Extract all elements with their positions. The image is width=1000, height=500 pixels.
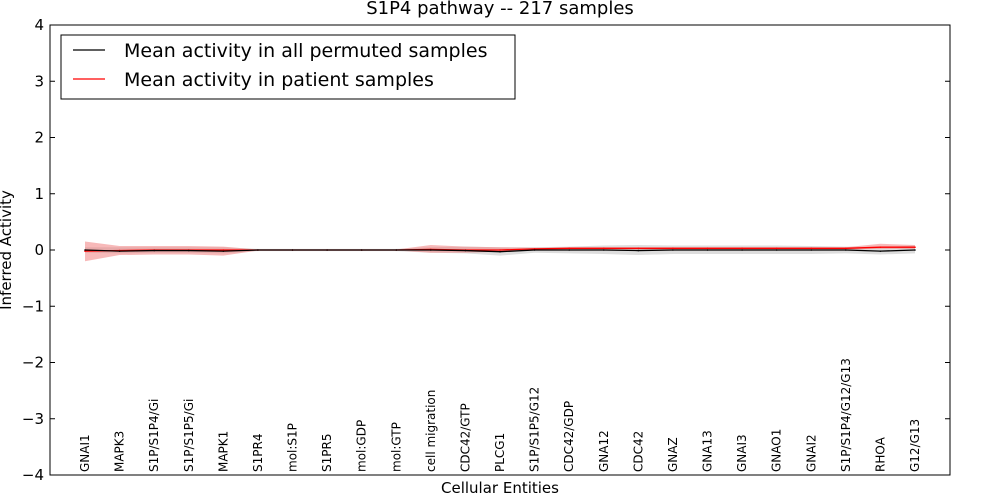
category-label: G12/G13	[908, 419, 922, 472]
category-label: S1P/S1P5/G12	[528, 387, 542, 472]
data-point	[672, 249, 674, 251]
category-label: CDC42/GDP	[562, 401, 576, 472]
data-point	[706, 249, 709, 251]
data-point	[845, 247, 847, 250]
y-tick-label: −2	[22, 354, 44, 372]
y-tick-label: 0	[34, 241, 44, 259]
category-label: S1P/S1P4/G12/G13	[839, 358, 853, 472]
category-labels: GNAI1 MAPK3 S1P/S1P4/Gi S1P/S1P5/Gi MAPK1 S1P…	[78, 358, 922, 472]
data-point	[637, 249, 640, 252]
category-label: GNA13	[701, 430, 715, 472]
data-point	[603, 247, 605, 250]
data-point	[222, 250, 225, 252]
y-axis: −4 −3 −2 −1 0 1 2 3 4	[22, 16, 950, 484]
category-label: MAPK3	[113, 431, 127, 472]
legend-frame	[60, 34, 516, 100]
data-point	[741, 249, 743, 251]
data-point	[810, 247, 813, 250]
data-point	[360, 249, 363, 251]
data-point	[84, 249, 86, 251]
x-axis-label: Cellular Entities	[441, 479, 559, 497]
category-label: GNA12	[597, 430, 611, 472]
category-label: mol:S1P	[286, 423, 300, 472]
data-point	[499, 249, 501, 251]
data-point	[706, 247, 709, 250]
category-label: S1P/S1P4/Gi	[147, 399, 161, 472]
category-label: RHOA	[873, 436, 887, 472]
data-point	[914, 249, 916, 251]
data-point	[257, 249, 259, 251]
y-tick-label: 4	[34, 16, 44, 34]
series-lines	[84, 246, 916, 253]
category-label: S1P/S1P5/Gi	[182, 399, 196, 472]
data-point	[499, 250, 501, 253]
legend-label-permuted: Mean activity in all permuted samples	[124, 40, 487, 62]
data-point	[222, 249, 225, 251]
y-axis-label: Inferred Activity	[0, 190, 15, 310]
category-label: S1PR5	[320, 434, 334, 472]
data-point	[568, 247, 570, 250]
category-label: cell migration	[424, 390, 438, 472]
data-point	[153, 249, 155, 252]
data-point	[637, 247, 640, 250]
category-label: CDC42/GTP	[458, 403, 472, 472]
category-label: S1PR4	[251, 434, 265, 472]
y-tick-label: −1	[22, 297, 44, 315]
category-label: GNAZ	[666, 437, 680, 472]
legend: Mean activity in all permuted samples Me…	[60, 34, 516, 100]
data-point	[672, 247, 674, 250]
data-point	[603, 249, 605, 251]
data-point	[568, 249, 570, 251]
y-tick-label: −4	[22, 466, 44, 484]
data-point	[533, 249, 536, 251]
data-point	[845, 249, 847, 251]
data-point	[430, 249, 432, 251]
category-label: GNAI2	[804, 434, 818, 472]
y-tick-label: 1	[34, 185, 44, 203]
data-point	[741, 247, 743, 250]
data-point	[84, 250, 86, 252]
y-tick-label: 2	[34, 129, 44, 147]
data-point	[810, 249, 813, 251]
legend-label-patient: Mean activity in patient samples	[124, 69, 434, 91]
data-point	[188, 249, 190, 252]
category-label: CDC42	[631, 431, 645, 472]
data-point	[533, 248, 536, 250]
category-label: GNAO1	[770, 429, 784, 472]
data-point	[914, 246, 916, 248]
data-point	[879, 246, 882, 248]
data-point	[879, 250, 882, 252]
y-tick-label: −3	[22, 410, 44, 428]
category-label: PLCG1	[493, 433, 507, 472]
category-label: mol:GTP	[389, 422, 403, 472]
y-tick-label: 3	[34, 72, 44, 90]
data-point	[464, 249, 467, 252]
data-point	[395, 249, 398, 251]
category-label: GNAI3	[735, 434, 749, 472]
category-label: GNAI1	[78, 434, 92, 472]
data-point	[118, 250, 121, 252]
category-label: MAPK1	[216, 431, 230, 472]
data-point	[775, 247, 778, 250]
data-point	[291, 249, 294, 251]
category-label: mol:GDP	[355, 420, 369, 472]
data-point	[326, 249, 328, 251]
chart-title: S1P4 pathway -- 217 samples	[366, 0, 634, 19]
data-point	[775, 249, 778, 251]
